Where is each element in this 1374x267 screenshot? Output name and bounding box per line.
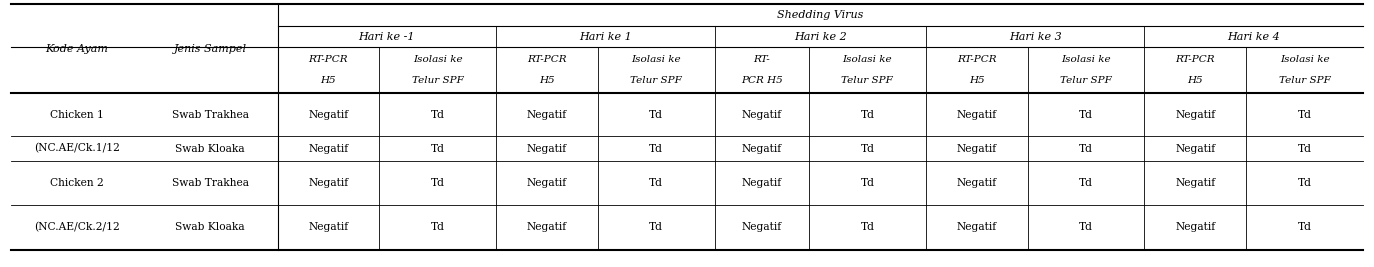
Text: Td: Td — [1297, 109, 1312, 120]
Text: Negatif: Negatif — [308, 143, 349, 154]
Text: Swab Trakhea: Swab Trakhea — [172, 109, 249, 120]
Text: Kode Ayam: Kode Ayam — [45, 44, 109, 53]
Text: Negatif: Negatif — [742, 109, 782, 120]
Text: Td: Td — [650, 178, 664, 188]
Text: (NC.AE/Ck.1/12: (NC.AE/Ck.1/12 — [34, 143, 120, 154]
Text: Td: Td — [1079, 143, 1092, 154]
Text: Hari ke 3: Hari ke 3 — [1009, 32, 1062, 41]
Text: Telur SPF: Telur SPF — [841, 76, 893, 85]
Text: Td: Td — [1297, 178, 1312, 188]
Text: Td: Td — [1297, 222, 1312, 233]
Text: Hari ke -1: Hari ke -1 — [359, 32, 415, 41]
Text: Td: Td — [650, 109, 664, 120]
Text: Negatif: Negatif — [956, 143, 996, 154]
Text: Negatif: Negatif — [308, 222, 349, 233]
Text: Swab Trakhea: Swab Trakhea — [172, 178, 249, 188]
Text: H5: H5 — [969, 76, 985, 85]
Text: Hari ke 2: Hari ke 2 — [794, 32, 846, 41]
Text: Swab Kloaka: Swab Kloaka — [176, 143, 245, 154]
Text: Isolasi ke: Isolasi ke — [632, 55, 682, 64]
Text: Td: Td — [1079, 109, 1092, 120]
Text: RT-: RT- — [753, 55, 771, 64]
Text: Hari ke 4: Hari ke 4 — [1227, 32, 1281, 41]
Text: Hari ke 1: Hari ke 1 — [578, 32, 632, 41]
Text: Chicken 2: Chicken 2 — [49, 178, 104, 188]
Text: Negatif: Negatif — [1175, 222, 1216, 233]
Text: H5: H5 — [1187, 76, 1204, 85]
Text: Negatif: Negatif — [956, 109, 996, 120]
Text: H5: H5 — [539, 76, 555, 85]
Text: Negatif: Negatif — [956, 222, 996, 233]
Text: Td: Td — [860, 143, 874, 154]
Text: Isolasi ke: Isolasi ke — [1061, 55, 1110, 64]
Text: Shedding Virus: Shedding Virus — [778, 10, 863, 20]
Text: Negatif: Negatif — [1175, 143, 1216, 154]
Text: Td: Td — [430, 109, 445, 120]
Text: Negatif: Negatif — [742, 222, 782, 233]
Text: Swab Kloaka: Swab Kloaka — [176, 222, 245, 233]
Text: H5: H5 — [320, 76, 337, 85]
Text: Negatif: Negatif — [528, 109, 567, 120]
Text: (NC.AE/Ck.2/12: (NC.AE/Ck.2/12 — [34, 222, 120, 233]
Text: Td: Td — [430, 143, 445, 154]
Text: Isolasi ke: Isolasi ke — [414, 55, 463, 64]
Text: Td: Td — [860, 222, 874, 233]
Text: Td: Td — [1297, 143, 1312, 154]
Text: PCR H5: PCR H5 — [741, 76, 783, 85]
Text: Negatif: Negatif — [528, 222, 567, 233]
Text: Negatif: Negatif — [528, 178, 567, 188]
Text: Negatif: Negatif — [1175, 178, 1216, 188]
Text: Td: Td — [860, 178, 874, 188]
Text: Negatif: Negatif — [742, 143, 782, 154]
Text: Td: Td — [430, 222, 445, 233]
Text: Negatif: Negatif — [742, 178, 782, 188]
Text: Negatif: Negatif — [308, 109, 349, 120]
Text: Td: Td — [430, 178, 445, 188]
Text: Td: Td — [650, 143, 664, 154]
Text: Telur SPF: Telur SPF — [1061, 76, 1112, 85]
Text: Jenis Sampel: Jenis Sampel — [173, 44, 246, 53]
Text: Td: Td — [1079, 222, 1092, 233]
Text: RT-PCR: RT-PCR — [1176, 55, 1215, 64]
Text: Td: Td — [860, 109, 874, 120]
Text: Td: Td — [1079, 178, 1092, 188]
Text: Negatif: Negatif — [528, 143, 567, 154]
Text: Isolasi ke: Isolasi ke — [842, 55, 892, 64]
Text: Td: Td — [650, 222, 664, 233]
Text: Negatif: Negatif — [308, 178, 349, 188]
Text: Chicken 1: Chicken 1 — [49, 109, 104, 120]
Text: RT-PCR: RT-PCR — [528, 55, 567, 64]
Text: Telur SPF: Telur SPF — [631, 76, 683, 85]
Text: Negatif: Negatif — [956, 178, 996, 188]
Text: Negatif: Negatif — [1175, 109, 1216, 120]
Text: Isolasi ke: Isolasi ke — [1279, 55, 1330, 64]
Text: RT-PCR: RT-PCR — [309, 55, 348, 64]
Text: Telur SPF: Telur SPF — [412, 76, 463, 85]
Text: RT-PCR: RT-PCR — [956, 55, 996, 64]
Text: Telur SPF: Telur SPF — [1279, 76, 1330, 85]
